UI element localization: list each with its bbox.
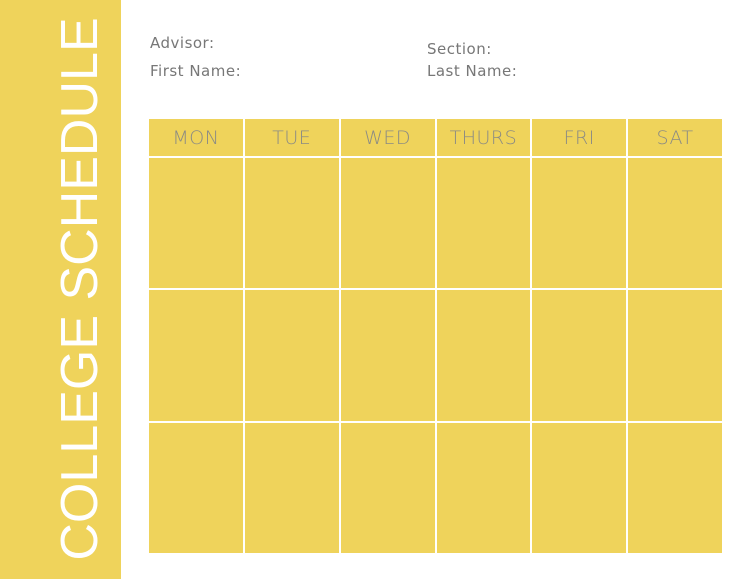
schedule-cell[interactable] xyxy=(628,290,722,421)
schedule-cell[interactable] xyxy=(244,290,339,421)
section-label: Section: xyxy=(427,40,492,58)
day-header-tue: TUE xyxy=(244,119,339,156)
schedule-cell[interactable] xyxy=(532,158,627,289)
schedule-cell[interactable] xyxy=(532,290,627,421)
schedule-cell[interactable] xyxy=(340,422,435,553)
day-header-mon: MON xyxy=(149,119,243,156)
last-name-label: Last Name: xyxy=(427,62,518,80)
schedule-cell[interactable] xyxy=(436,422,531,553)
first-name-label: First Name: xyxy=(150,62,242,80)
schedule-cell[interactable] xyxy=(436,290,531,421)
day-header-fri: FRI xyxy=(532,119,627,156)
schedule-cell[interactable] xyxy=(244,158,339,289)
day-header-thurs: THURS xyxy=(436,119,531,156)
schedule-cell[interactable] xyxy=(149,422,243,553)
schedule-cell[interactable] xyxy=(340,158,435,289)
schedule-cell[interactable] xyxy=(628,422,722,553)
schedule-cell[interactable] xyxy=(244,422,339,553)
day-header-wed: WED xyxy=(340,119,435,156)
day-header-sat: SAT xyxy=(628,119,722,156)
page-title: COLLEGE SCHEDULE xyxy=(51,17,109,561)
advisor-label: Advisor: xyxy=(150,34,215,52)
schedule-cell[interactable] xyxy=(628,158,722,289)
schedule-cell[interactable] xyxy=(532,422,627,553)
schedule-cell[interactable] xyxy=(149,158,243,289)
schedule-cell[interactable] xyxy=(340,290,435,421)
title-sidebar: COLLEGE SCHEDULE xyxy=(0,0,121,579)
schedule-cell[interactable] xyxy=(436,158,531,289)
schedule-cell[interactable] xyxy=(149,290,243,421)
schedule-grid: MON TUE WED THURS FRI SAT xyxy=(149,119,722,553)
